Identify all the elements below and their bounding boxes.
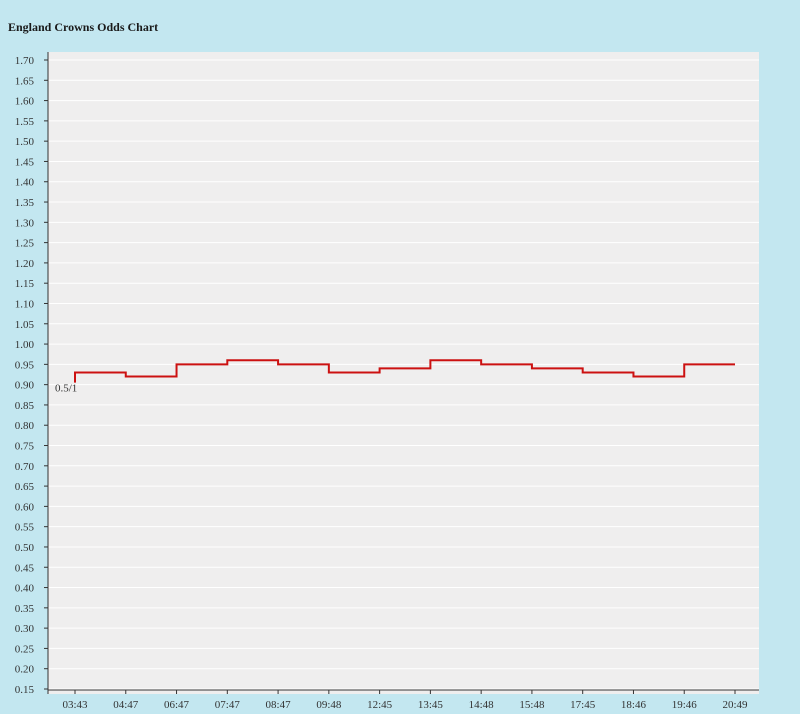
y-tick-label: 1.65 — [15, 75, 35, 87]
axes — [47, 52, 759, 694]
x-tick-label: 14:48 — [469, 699, 495, 711]
plot-area — [48, 52, 759, 694]
y-tick-label: 1.55 — [15, 116, 35, 128]
x-tick-label: 12:45 — [367, 699, 393, 711]
x-tick-label: 18:46 — [621, 699, 647, 711]
series-layer — [74, 359, 736, 383]
y-tick-label: 0.30 — [15, 623, 35, 635]
y-tick-label: 1.35 — [15, 197, 35, 209]
y-tick-label: 0.35 — [15, 603, 35, 615]
x-tick-label: 17:45 — [570, 699, 596, 711]
y-tick-label: 1.40 — [15, 177, 35, 189]
x-tick-label: 09:48 — [316, 699, 342, 711]
x-tick-label: 06:47 — [164, 699, 190, 711]
y-tick-label: 1.45 — [15, 156, 35, 168]
grid-lines — [48, 59, 759, 690]
x-tick-label: 07:47 — [215, 699, 241, 711]
y-tick-label: 0.65 — [15, 481, 35, 493]
y-tick-label: 1.05 — [15, 319, 35, 331]
y-tick-label: 0.85 — [15, 400, 35, 412]
annotation-label: 0.5/1 — [55, 382, 77, 394]
y-tick-label: 1.25 — [15, 238, 35, 250]
y-tick-label: 0.60 — [15, 501, 35, 513]
x-tick-label: 03:43 — [62, 699, 88, 711]
y-tick-label: 0.75 — [15, 441, 35, 453]
y-tick-label: 0.45 — [15, 562, 35, 574]
chart-title: England Crowns Odds Chart — [8, 20, 159, 34]
x-axis-ticks: 03:43 04:47 06:47 07:47 08:47 09:48 12:45 13:45… — [62, 690, 748, 711]
y-tick-label: 0.20 — [15, 664, 35, 676]
y-tick-label: 1.20 — [15, 258, 35, 270]
x-tick-label: 04:47 — [113, 699, 139, 711]
y-tick-label: 0.70 — [15, 461, 35, 473]
y-tick-label: 1.30 — [15, 217, 35, 229]
y-tick-label: 1.15 — [15, 278, 35, 290]
x-tick-label: 19:46 — [672, 699, 698, 711]
x-tick-label: 08:47 — [266, 699, 292, 711]
y-tick-label: 1.60 — [15, 96, 35, 108]
y-tick-label: 1.00 — [15, 339, 35, 351]
x-tick-label: 15:48 — [519, 699, 545, 711]
y-tick-label: 1.50 — [15, 136, 35, 148]
y-tick-label: 0.40 — [15, 583, 35, 595]
x-tick-label: 13:45 — [418, 699, 444, 711]
x-tick-label: 20:49 — [722, 699, 748, 711]
y-tick-label: 0.95 — [15, 359, 35, 371]
y-tick-label: 0.55 — [15, 522, 35, 534]
y-axis-ticks: 1.70 1.65 1.60 1.55 1.50 1.45 1.40 1.35 1.30 1.25… — [15, 55, 48, 696]
annotations: 0.5/1 — [55, 382, 77, 394]
y-tick-label: 1.10 — [15, 298, 35, 310]
y-tick-label: 0.80 — [15, 420, 35, 432]
y-tick-label: 0.25 — [15, 643, 35, 655]
y-tick-label: 0.90 — [15, 380, 35, 392]
y-tick-label: 0.50 — [15, 542, 35, 554]
y-tick-label: 0.15 — [15, 684, 35, 696]
y-tick-label: 1.70 — [15, 55, 35, 67]
